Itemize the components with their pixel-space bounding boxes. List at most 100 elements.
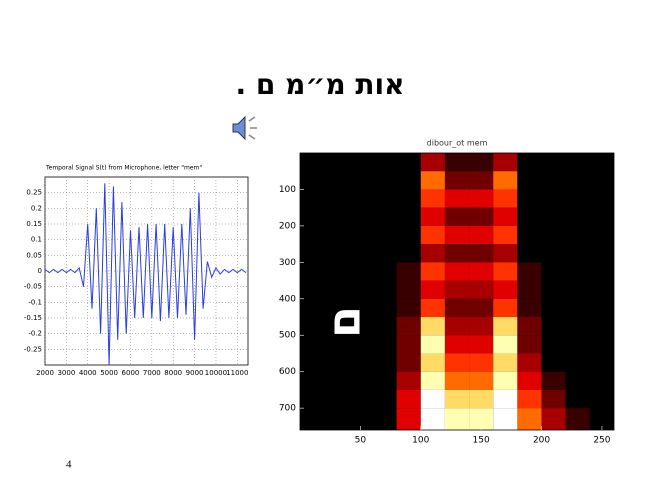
heat-cell [348, 408, 373, 430]
heat-cell [469, 408, 494, 430]
heat-cell [517, 389, 542, 409]
heat-cell [300, 335, 325, 354]
heat-cell [565, 389, 590, 409]
x-tick-label: 2000 [36, 369, 54, 377]
heat-cell [565, 335, 590, 354]
heat-cell [565, 171, 590, 190]
signal-line [44, 183, 247, 366]
heat-cell [517, 353, 542, 372]
y-tick-label: 0.05 [26, 251, 42, 259]
heat-cell [324, 353, 349, 372]
heat-cell [517, 262, 542, 281]
y-tick-label: 500 [279, 331, 296, 341]
heat-cell [300, 171, 325, 190]
heat-cell [565, 189, 590, 208]
heat-cell [444, 280, 470, 299]
heat-cell [541, 280, 566, 299]
heat-cell [396, 389, 421, 409]
heat-cell [372, 244, 397, 263]
heat-cell [541, 389, 566, 409]
heat-cell [493, 371, 518, 390]
heat-cell [541, 244, 566, 263]
heat-cell [469, 207, 494, 226]
heat-cell [469, 353, 494, 372]
speaker-icon[interactable] [232, 115, 257, 141]
x-tick-label: 50 [355, 436, 367, 446]
heat-cell [444, 389, 470, 409]
heat-cell [324, 280, 349, 299]
heat-cell [420, 335, 445, 354]
x-tick-label: 10000 [205, 369, 227, 377]
heat-cell [348, 280, 373, 299]
heat-cell [444, 371, 470, 390]
heat-cell [324, 408, 349, 430]
heat-cell [493, 280, 518, 299]
heat-cell [372, 353, 397, 372]
heat-cell [541, 353, 566, 372]
heat-cell [372, 408, 397, 430]
heat-cell [372, 389, 397, 409]
heat-cell [396, 207, 421, 226]
page-number: 4 [66, 459, 72, 471]
heat-cell [444, 189, 470, 208]
heat-cell [493, 262, 518, 281]
y-tick-label: 100 [279, 185, 296, 195]
heat-cell [565, 262, 590, 281]
heat-cell [589, 171, 614, 190]
heat-cell [348, 153, 373, 172]
heat-cell [565, 408, 590, 430]
x-tick-label: 150 [473, 436, 490, 446]
heat-cell [396, 298, 421, 318]
heat-cell [300, 389, 325, 409]
heat-cell [444, 353, 470, 372]
heat-cell [348, 207, 373, 226]
heat-cell [589, 353, 614, 372]
heat-cell [469, 153, 494, 172]
y-tick-label: -0.05 [24, 283, 42, 291]
heat-cell [589, 389, 614, 409]
heat-cell [348, 244, 373, 263]
heat-cell [324, 244, 349, 263]
heat-cell [420, 244, 445, 263]
heat-cell [396, 280, 421, 299]
heat-cell [493, 171, 518, 190]
heat-cell [517, 244, 542, 263]
wave-title: Temporal Signal S(t) from Microphone, le… [45, 165, 202, 172]
heat-cell [396, 171, 421, 190]
spectrogram-chart: 100 200 300 400 500 600 700 50 100 150 200 250 ם [279, 152, 615, 446]
heat-cell [348, 171, 373, 190]
heat-cell [565, 225, 590, 245]
heat-cell [420, 353, 445, 372]
heat-cell [565, 207, 590, 226]
x-tick-label: 250 [593, 436, 610, 446]
y-tick-label: -0.15 [24, 314, 42, 322]
heat-cell [493, 207, 518, 226]
heat-cell [396, 153, 421, 172]
y-tick-label: 0.15 [26, 220, 42, 228]
heat-cell [420, 298, 445, 318]
heat-cell [348, 335, 373, 354]
y-tick-label: 0 [38, 267, 42, 275]
heat-cell [444, 317, 470, 336]
heat-cell [517, 408, 542, 430]
heat-cell [324, 225, 349, 245]
heat-cell [348, 353, 373, 372]
x-tick-label: 3000 [57, 369, 75, 377]
heat-cell [420, 317, 445, 336]
heat-cell [469, 371, 494, 390]
heat-cell [300, 298, 325, 318]
x-tick-label: 5000 [100, 369, 118, 377]
heat-cell [396, 225, 421, 245]
heat-cell [444, 244, 470, 263]
heat-cell [396, 335, 421, 354]
heat-cell [565, 317, 590, 336]
heat-cell [541, 225, 566, 245]
heat-cell [348, 389, 373, 409]
y-tick-label: -0.25 [24, 345, 42, 353]
heat-cell [493, 353, 518, 372]
heat-cell [565, 244, 590, 263]
heat-cell [324, 371, 349, 390]
x-tick-label: 6000 [122, 369, 140, 377]
heat-cell [517, 207, 542, 226]
y-tick-label: 300 [279, 258, 296, 268]
